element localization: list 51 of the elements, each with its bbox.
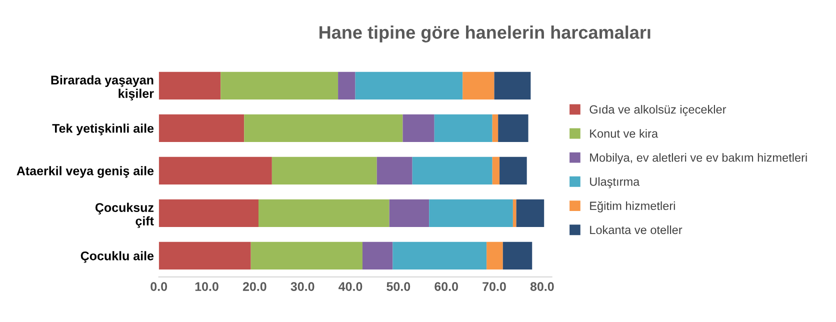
y-tick-label: Ataerkil veya geniş aile	[16, 166, 154, 178]
bar	[492, 156, 500, 184]
bar	[250, 242, 362, 270]
bar	[494, 72, 531, 100]
chart-title: Hane tipine göre hanelerin harcamaları	[320, 26, 650, 42]
bar	[244, 114, 403, 142]
bar	[498, 114, 528, 142]
x-tick-label: 10.0	[195, 282, 218, 291]
bar	[338, 72, 356, 100]
bar	[434, 114, 492, 142]
x-tick-label: 70.0	[482, 282, 506, 291]
legend-label: Konut ve kira	[590, 129, 658, 138]
bar	[486, 242, 503, 270]
bar	[220, 72, 338, 100]
bar	[258, 199, 390, 227]
y-tick-label: Birarada yaşayan kişiler	[51, 75, 154, 100]
bar	[492, 114, 498, 142]
bar	[392, 242, 487, 270]
x-tick-label: 0.0	[150, 282, 168, 291]
bar	[158, 114, 244, 142]
bar	[512, 199, 516, 227]
x-tick-label: 30.0	[290, 282, 314, 291]
y-tick-label: Tek yetişkinli aile	[52, 124, 154, 136]
legend-label: Gıda ve alkolsüz içecekler	[590, 104, 726, 116]
bar	[158, 199, 259, 227]
bar	[389, 199, 430, 227]
x-tick-label: 80.0	[530, 282, 554, 291]
legend-label: Eğitim hizmetleri	[590, 201, 675, 212]
x-tick-label: 50.0	[386, 282, 410, 291]
x-tick-label: 60.0	[434, 282, 458, 291]
bar	[272, 156, 377, 184]
bar	[502, 242, 532, 270]
bar	[412, 156, 492, 184]
legend-label: Ulaştırma	[590, 177, 640, 188]
bar	[516, 199, 544, 227]
bar	[402, 114, 434, 142]
legend-label: Mobilya, ev aletleri ve ev bakım hizmetleri	[590, 153, 807, 164]
bar	[355, 72, 463, 100]
x-tick-label: 20.0	[242, 282, 266, 291]
bar	[158, 72, 221, 100]
bar	[462, 72, 494, 100]
bar	[362, 242, 393, 270]
y-tick-label: Çocuksuz çift	[95, 202, 154, 228]
bar	[429, 199, 513, 227]
x-tick-label: 40.0	[338, 282, 362, 291]
bar	[158, 156, 272, 184]
bar	[376, 156, 412, 184]
y-tick-label: Çocuklu aile	[80, 251, 154, 263]
legend-label: Lokanta ve oteller	[590, 225, 682, 234]
bar	[158, 242, 251, 270]
bar	[500, 156, 527, 184]
